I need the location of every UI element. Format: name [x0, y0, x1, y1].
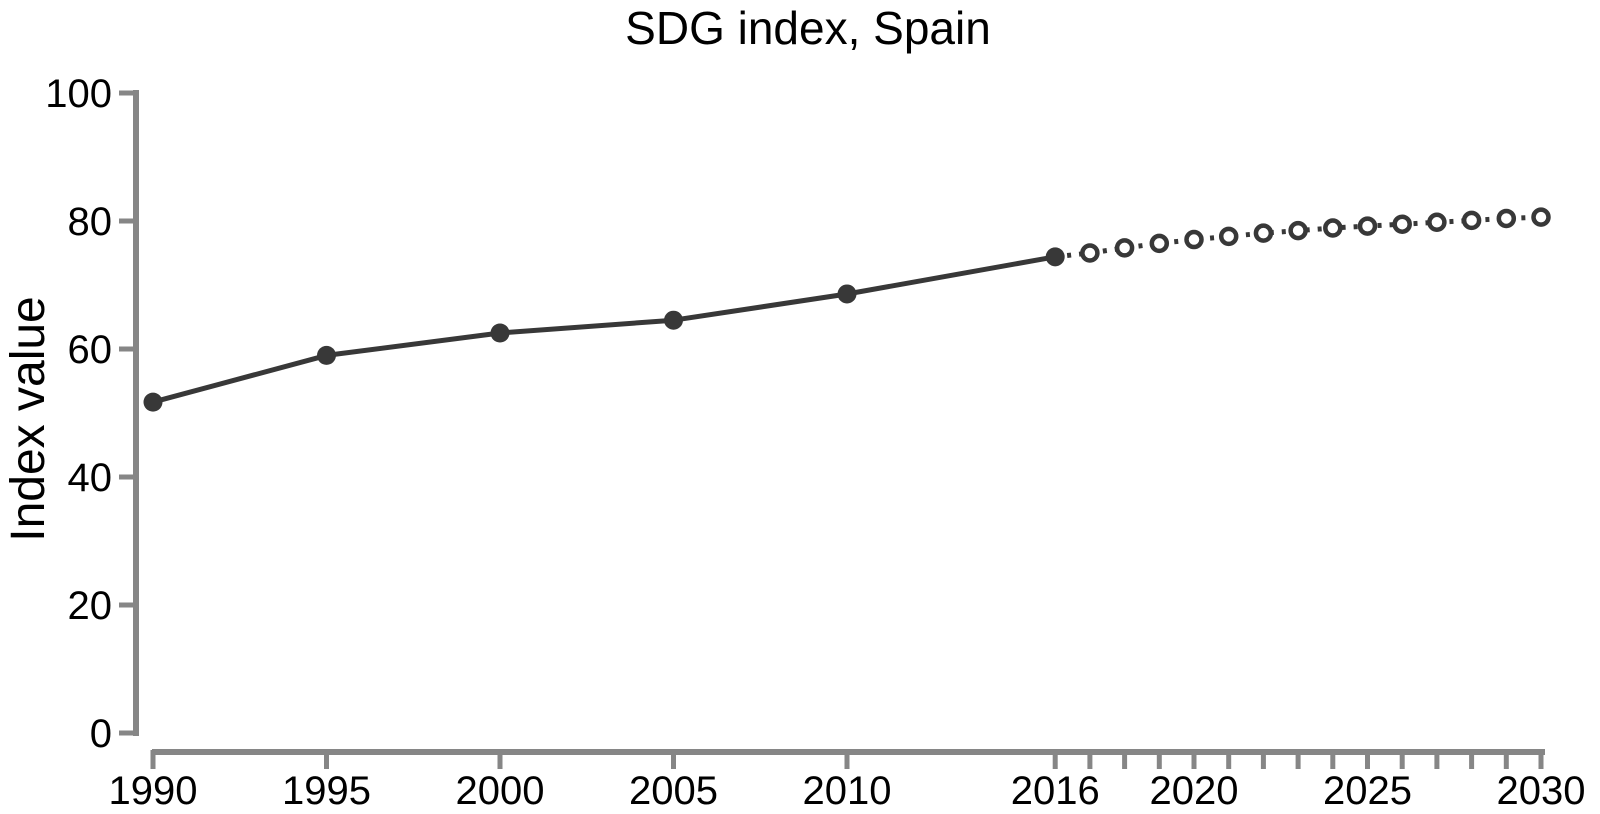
- projected-point: [1184, 229, 1204, 250]
- projected-point: [1496, 208, 1517, 229]
- observed-line: [152, 254, 1056, 405]
- data-series: [143, 207, 1551, 412]
- y-tick-label: 60: [68, 328, 113, 372]
- observed-point: [1045, 247, 1065, 267]
- projected-point: [1357, 216, 1378, 236]
- projected-point: [1253, 223, 1274, 243]
- y-tick-label: 80: [68, 200, 113, 244]
- y-tick-label: 40: [68, 456, 113, 500]
- y-tick-label: 100: [45, 72, 112, 116]
- axes: 0 20 40 60 80 100 1990 1995 2000 2005 2010 2016 2020…: [45, 72, 1585, 813]
- projected-point: [1288, 220, 1308, 241]
- projected-point: [1392, 214, 1412, 234]
- y-tick-label: 0: [90, 712, 112, 756]
- projected-point: [1114, 238, 1135, 258]
- projected-point: [1149, 233, 1170, 254]
- x-tick-label: 1990: [109, 769, 198, 813]
- observed-point: [143, 392, 163, 412]
- projected-point: [1427, 212, 1447, 233]
- observed-point: [664, 310, 683, 330]
- observed-point: [317, 345, 336, 365]
- x-tick-label: 2010: [803, 769, 892, 813]
- x-tick-label: 1995: [282, 769, 371, 813]
- y-axis-label: Index value: [2, 296, 55, 542]
- x-tick-label: 2020: [1150, 769, 1239, 813]
- x-tick-label: 2016: [1011, 769, 1100, 813]
- observed-point: [837, 284, 857, 304]
- chart-title: SDG index, Spain: [625, 2, 991, 54]
- x-tick-label: 2025: [1323, 769, 1412, 813]
- projected-point: [1323, 218, 1343, 238]
- projected-point: [1531, 207, 1551, 227]
- y-tick-label: 20: [68, 584, 113, 628]
- x-tick-label: 2000: [456, 769, 545, 813]
- x-tick-label: 2030: [1497, 769, 1586, 813]
- projected-point: [1461, 210, 1482, 231]
- observed-point: [490, 323, 510, 343]
- projected-point: [1080, 243, 1100, 263]
- x-tick-label: 2005: [629, 769, 718, 813]
- projected-point: [1218, 226, 1239, 247]
